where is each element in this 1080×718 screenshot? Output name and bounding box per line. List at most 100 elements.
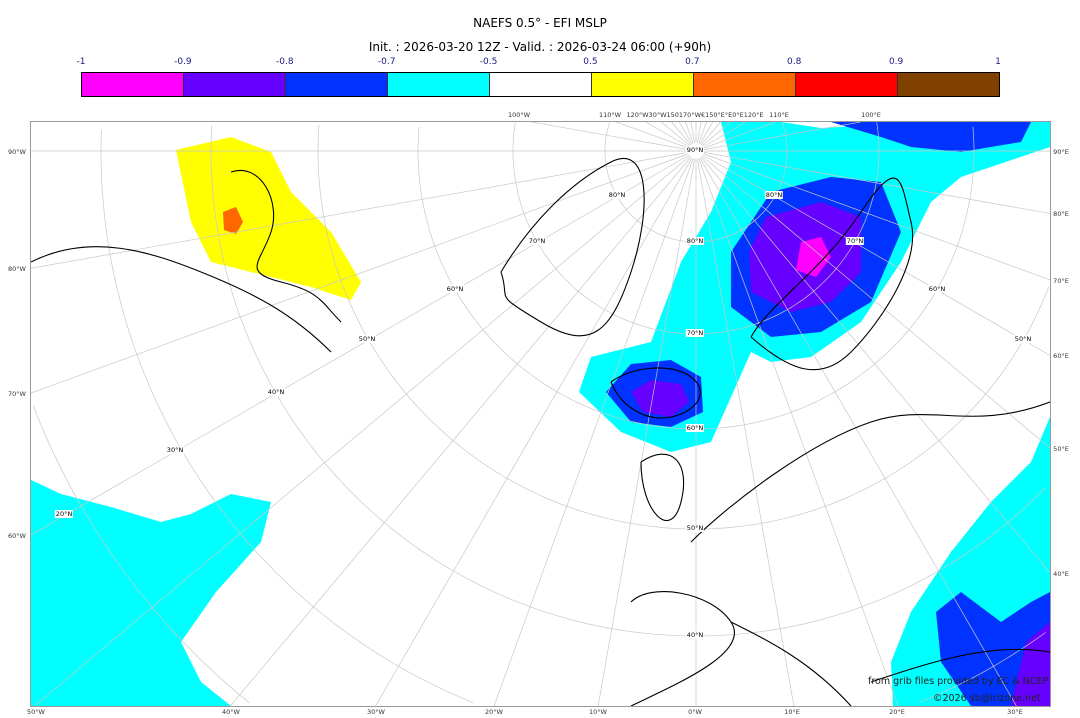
latitude-label: 40°N xyxy=(266,388,286,396)
latitude-label: 60°N xyxy=(927,285,947,293)
right-axis-label: 60°E xyxy=(1053,352,1069,360)
colorbar-swatch xyxy=(184,73,286,96)
latitude-label: 70°N xyxy=(845,237,865,245)
meridian-line xyxy=(702,154,1050,356)
latitude-circle xyxy=(417,126,975,430)
colorbar-tick: -0.8 xyxy=(275,57,294,67)
meridian-line xyxy=(645,122,690,148)
meridian-line xyxy=(703,153,1050,281)
meridian-line xyxy=(698,158,899,706)
right-axis-label: 80°E xyxy=(1053,210,1069,218)
colorbar-tick: 1 xyxy=(995,57,1001,67)
efi-region-purple-iceland xyxy=(631,380,689,417)
latitude-label: 30°N xyxy=(165,446,185,454)
bottom-axis-label: 10°E xyxy=(784,708,800,716)
graticule xyxy=(31,122,1050,706)
top-axis-label: 100°E xyxy=(861,111,881,119)
latitude-circle xyxy=(512,122,880,335)
latitude-circle xyxy=(210,125,1046,637)
latitude-label: 60°N xyxy=(445,285,465,293)
bottom-axis-label: 30°W xyxy=(367,708,385,716)
meridian-line xyxy=(678,122,693,145)
meridian-line xyxy=(597,158,695,706)
efi-region-orange-hudson xyxy=(223,207,243,234)
colorbar-swatch xyxy=(796,73,898,96)
meridian-line xyxy=(375,157,693,706)
efi-region-blue-top xyxy=(831,122,1031,152)
latitude-label: 50°N xyxy=(357,335,377,343)
right-axis-label: 40°E xyxy=(1053,570,1069,578)
latitude-label: 60°N xyxy=(685,424,705,432)
left-axis-label: 70°W xyxy=(8,390,26,398)
left-axis-label: 80°W xyxy=(8,265,26,273)
meridian-line xyxy=(230,156,692,706)
colorbar-swatch xyxy=(82,73,184,96)
meridian-line xyxy=(702,122,747,148)
efi-region-magenta-scandinavia xyxy=(796,237,831,277)
coastlines xyxy=(31,158,1050,706)
meridian-line xyxy=(690,122,695,144)
colorbar-tick: 0.5 xyxy=(583,57,598,67)
colorbar-tick: -0.9 xyxy=(174,57,192,67)
bottom-axis-label: 50°W xyxy=(27,708,45,716)
meridian-line xyxy=(616,122,689,149)
colorbar-swatch xyxy=(898,73,999,96)
latitude-label: 20°N xyxy=(54,510,74,518)
colorbar xyxy=(81,72,1000,97)
meridian-line xyxy=(661,122,691,147)
meridian-line xyxy=(699,157,1017,706)
colorbar-swatch xyxy=(592,73,694,96)
colorbar-tick: -0.5 xyxy=(479,57,498,67)
meridian-line xyxy=(703,152,1050,214)
bottom-axis-label: 20°E xyxy=(889,708,905,716)
latitude-label: 70°N xyxy=(685,329,705,337)
top-axis-label: 100°W xyxy=(507,111,531,119)
source-credit: from grib files provided by EC & NCEP xyxy=(868,676,1049,687)
colorbar-swatch xyxy=(694,73,796,96)
colorbar-tick: 0.7 xyxy=(685,57,700,67)
latitude-label: 40°N xyxy=(685,631,705,639)
bottom-axis-label: 30°E xyxy=(1007,708,1023,716)
bottom-axis-label: 0°W xyxy=(688,708,702,716)
colorbar-tick: -0.7 xyxy=(377,57,396,67)
meridian-line xyxy=(699,122,714,145)
map xyxy=(30,121,1051,707)
top-axis-label: 110°W xyxy=(598,111,622,119)
efi-region-yellow-hudson xyxy=(176,137,361,300)
map-title: NAEFS 0.5° - EFI MSLP xyxy=(473,16,607,30)
meridian-line xyxy=(701,122,731,147)
latitude-label: 80°N xyxy=(607,191,627,199)
latitude-circle xyxy=(317,124,1050,530)
meridian-line xyxy=(703,122,776,149)
meridian-line xyxy=(493,158,694,706)
bottom-axis-label: 40°W xyxy=(222,708,240,716)
left-axis-label: 60°W xyxy=(8,532,26,540)
colorbar-swatch xyxy=(388,73,490,96)
colorbar-tick: -1 xyxy=(76,57,86,67)
latitude-label: 80°N xyxy=(764,191,784,199)
meridian-line xyxy=(31,154,690,536)
right-axis-label: 50°E xyxy=(1053,445,1069,453)
meridian-line xyxy=(34,155,691,706)
meridian-line xyxy=(698,122,707,144)
right-axis-label: 90°E xyxy=(1053,148,1069,156)
colorbar-tick: 0.8 xyxy=(787,57,802,67)
meridian-line xyxy=(700,122,721,146)
left-axis-label: 90°W xyxy=(8,148,26,156)
bottom-axis-label: 10°W xyxy=(589,708,607,716)
bottom-axis-label: 20°W xyxy=(485,708,503,716)
meridian-line xyxy=(531,122,689,150)
meridian-line xyxy=(701,155,1050,449)
latitude-label: 90°N xyxy=(685,146,705,154)
efi-region-purple-south-east xyxy=(1011,622,1050,706)
meridian-line xyxy=(700,156,1050,574)
colorbar-swatch xyxy=(490,73,592,96)
right-axis-label: 70°E xyxy=(1053,277,1069,285)
meridian-line xyxy=(31,153,689,394)
top-axis-label: 120°W30°W150170°W€150°E°E0°E120°E xyxy=(626,111,764,119)
efi-region-cyan-south-west xyxy=(31,480,271,706)
latitude-label: 50°N xyxy=(685,524,705,532)
latitude-circle xyxy=(100,130,1046,704)
colorbar-tick: 0.9 xyxy=(888,57,904,67)
